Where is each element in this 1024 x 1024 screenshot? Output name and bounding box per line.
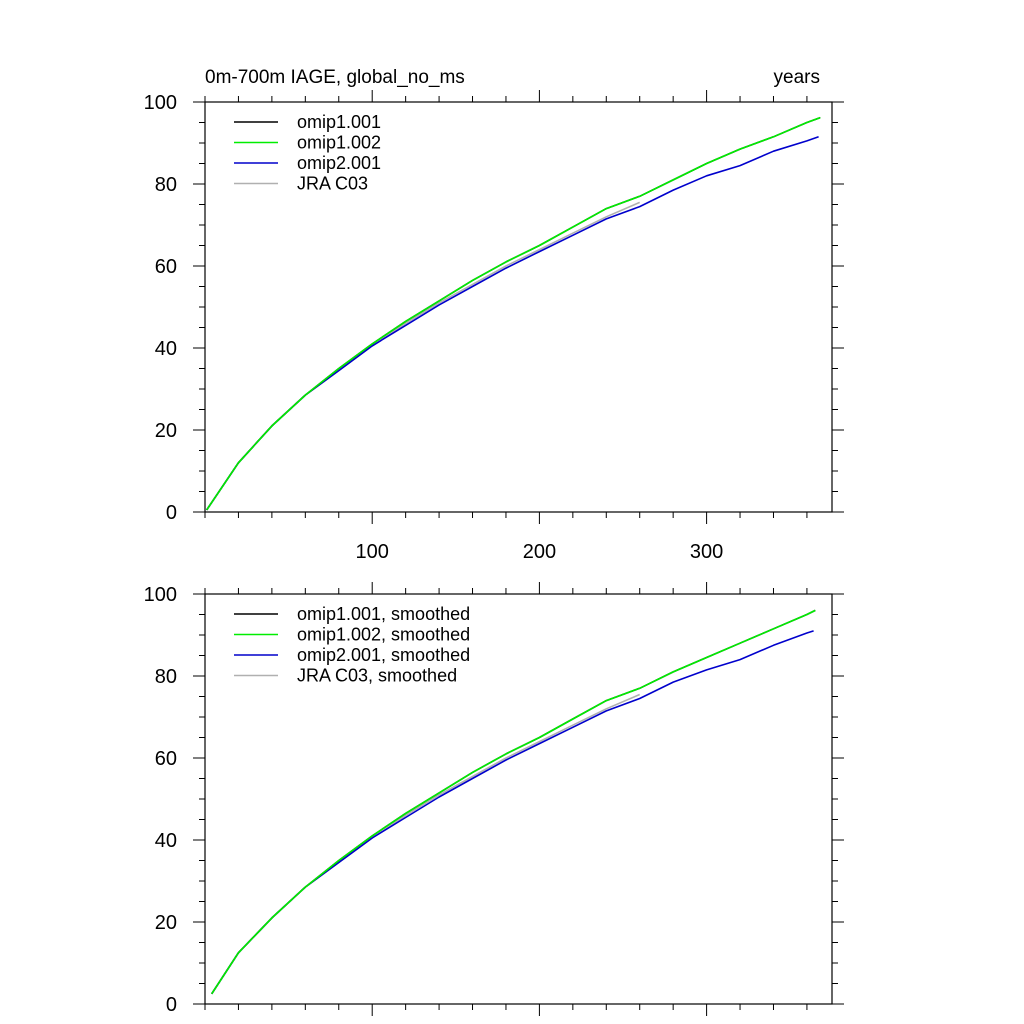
legend-label: omip1.002, smoothed [297, 625, 470, 645]
panel-2: 0 20 40 60 80 100 omip1.001, smoothedomip1.002… [144, 582, 844, 1016]
legend-label: JRA C03 [297, 174, 368, 194]
y-tick-label: 100 [144, 92, 177, 114]
x-tick-label: 100 [356, 541, 389, 563]
y-tick-label: 60 [155, 748, 177, 770]
y-tick-label: 60 [155, 256, 177, 278]
legend-label: omip2.001 [297, 153, 381, 173]
y-tick-label: 40 [155, 830, 177, 852]
y-tick-label: 80 [155, 666, 177, 688]
x-tick-label: 300 [690, 541, 723, 563]
x-tick-label: 200 [523, 541, 556, 563]
series-line-4 [206, 201, 641, 511]
y-tick-label: 40 [155, 338, 177, 360]
units-label: years [774, 67, 820, 88]
legend-label: JRA C03, smoothed [297, 666, 457, 686]
y-tick-label: 20 [155, 912, 177, 934]
legend-label: omip1.001, smoothed [297, 604, 470, 624]
y-tick-label: 0 [166, 994, 177, 1016]
y-tick-label: 20 [155, 420, 177, 442]
series-line-2 [206, 116, 821, 511]
legend-label: omip1.001 [297, 112, 381, 132]
series-line-2 [211, 609, 816, 995]
y-tick-label: 100 [144, 584, 177, 606]
legend-label: omip1.002 [297, 133, 381, 153]
chart-title: 0m-700m IAGE, global_no_ms [205, 67, 465, 88]
panel-1: 0 20 40 60 80 100 100 200 300 0m-700m IAGE, globa… [144, 67, 844, 563]
y-tick-label: 80 [155, 174, 177, 196]
series-line-4 [211, 693, 641, 995]
y-tick-label: 0 [166, 502, 177, 524]
legend-label: omip2.001, smoothed [297, 645, 470, 665]
